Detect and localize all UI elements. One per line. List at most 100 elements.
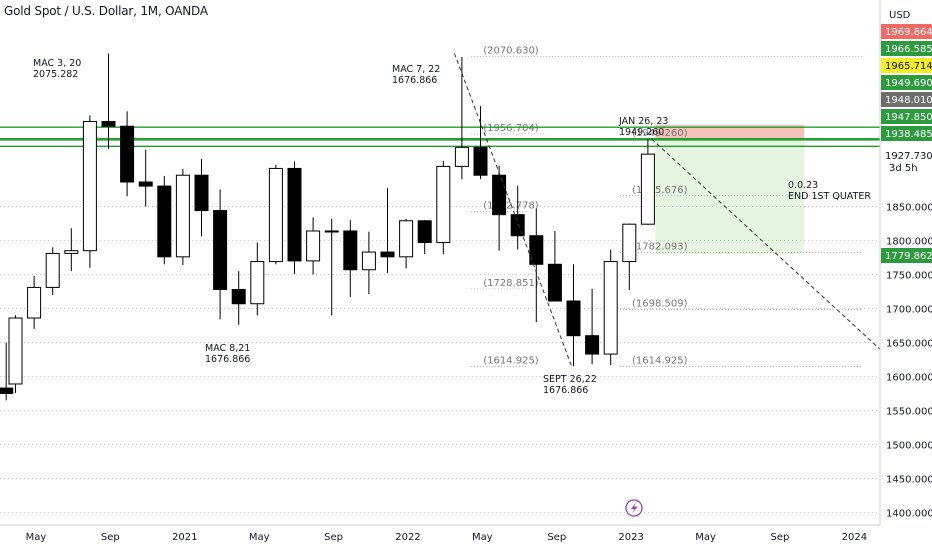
time-tick-label[interactable]: Sep (324, 532, 343, 543)
candle[interactable] (101, 121, 116, 127)
price-badge-label[interactable]: 1938.485 (885, 129, 932, 140)
price-tick-label[interactable]: 1650.000 (886, 339, 932, 350)
candle[interactable] (287, 167, 302, 262)
countdown-label[interactable]: 3d 5h (889, 163, 918, 174)
fib-level-label: (1949.260) (632, 128, 688, 139)
fib-level-label: (1956.704) (483, 123, 539, 134)
candle[interactable] (306, 230, 321, 262)
candle[interactable] (380, 251, 395, 258)
price-badge (881, 92, 932, 107)
candle[interactable] (0, 387, 14, 394)
candle[interactable] (510, 214, 525, 237)
candle[interactable] (640, 153, 655, 225)
candles[interactable] (0, 53, 655, 401)
price-badge-label[interactable]: 1947.850 (885, 112, 932, 123)
annotation-line1: 0.0.23 (788, 180, 818, 191)
price-axis[interactable]: USD 1400.000 1450.000 1500.000 1550.000 1600.… (879, 0, 932, 550)
price-tick-label[interactable]: 1750.000 (886, 271, 932, 282)
price-tick-label[interactable]: 1600.000 (886, 373, 932, 384)
fib-level-label: (1728.851) (483, 278, 539, 289)
price-badge (881, 148, 932, 163)
candle[interactable] (213, 210, 228, 290)
candle[interactable] (529, 235, 544, 265)
time-tick-label[interactable]: 2023 (618, 532, 643, 543)
fib-level-label: (1865.676) (632, 185, 688, 196)
price-badge-label[interactable]: 1949.690 (885, 78, 932, 89)
time-tick-label[interactable]: May (249, 532, 270, 543)
time-tick-label[interactable]: Sep (547, 532, 566, 543)
candle[interactable] (361, 251, 376, 271)
time-tick-label[interactable]: 2022 (395, 532, 420, 543)
price-badge-label[interactable]: 1969.864 (885, 27, 932, 38)
candle[interactable] (473, 146, 488, 176)
candle[interactable] (324, 230, 339, 233)
candle[interactable] (417, 220, 432, 244)
time-tick-label[interactable]: May (472, 532, 493, 543)
take-profit-zone (655, 139, 805, 255)
candle[interactable] (454, 146, 469, 167)
time-tick-label[interactable]: 2024 (842, 532, 867, 543)
candle[interactable] (27, 286, 42, 319)
candle[interactable] (138, 181, 153, 187)
candle[interactable] (120, 125, 135, 183)
fib-level-label: (1782.093) (632, 242, 688, 253)
price-tick-label[interactable]: 1400.000 (886, 509, 932, 520)
price-tick-label[interactable]: 1500.000 (886, 441, 932, 452)
annotation-line1: JAN 26, 23 (618, 116, 668, 127)
price-tick-label[interactable]: 1800.000 (886, 237, 932, 248)
time-tick-label[interactable]: Sep (101, 532, 120, 543)
time-tick-label[interactable]: Sep (771, 532, 790, 543)
price-badge-label[interactable]: 1927.730 (885, 151, 932, 162)
candle[interactable] (268, 167, 283, 263)
candle[interactable] (231, 288, 246, 305)
candle[interactable] (585, 335, 600, 355)
price-badge (881, 75, 932, 90)
time-tick-label[interactable]: 2021 (172, 532, 197, 543)
candle[interactable] (250, 261, 265, 305)
fib-level-label: (1842.778) (483, 200, 539, 211)
price-badge (881, 58, 932, 73)
price-axis-bg (880, 0, 932, 550)
candle[interactable] (492, 174, 507, 216)
candle[interactable] (566, 300, 581, 337)
candle[interactable] (343, 230, 358, 271)
candle[interactable] (175, 174, 190, 258)
price-badge-label[interactable]: 1779.862 (885, 251, 932, 262)
candle[interactable] (547, 263, 562, 302)
candle[interactable] (64, 250, 79, 254)
candle[interactable] (45, 252, 60, 288)
candle[interactable] (603, 261, 618, 355)
annotation-line1: SEPT 26,22 (543, 374, 597, 385)
price-tick-label[interactable]: 1550.000 (886, 407, 932, 418)
price-tick-label[interactable]: 1700.000 (886, 305, 932, 316)
time-tick-label[interactable]: May (26, 532, 47, 543)
support-resistance-lines[interactable] (0, 126, 880, 148)
candle[interactable] (622, 223, 637, 263)
fib-level-label: (2070.630) (483, 45, 539, 56)
candle[interactable] (194, 174, 209, 212)
position-zones (655, 124, 805, 255)
annotation-line2: END 1ST QUATER (788, 191, 871, 202)
price-badge-label[interactable]: 1948.010 (885, 95, 932, 106)
price-badge-label[interactable]: 1966.585 (885, 44, 932, 55)
candle[interactable] (82, 121, 97, 252)
currency-label[interactable]: USD (889, 10, 911, 21)
price-badge (881, 41, 932, 56)
annotation-line2: 2075.282 (33, 69, 78, 80)
price-badge-label[interactable]: 1965.714 (885, 61, 932, 72)
price-tick-label[interactable]: 1450.000 (886, 475, 932, 486)
annotation-line2: 1676.866 (392, 75, 437, 86)
candle[interactable] (399, 220, 414, 258)
trend-lines[interactable] (453, 53, 883, 367)
time-axis[interactable]: May Sep 2021 May Sep 2022 May Sep 2023 May Sep 2024 (0, 524, 880, 543)
candle[interactable] (8, 317, 23, 385)
candle[interactable] (157, 185, 172, 258)
time-tick-label[interactable]: May (695, 532, 716, 543)
candle[interactable] (436, 165, 451, 244)
lightning-icon[interactable] (625, 499, 643, 517)
logo-bolt (631, 502, 638, 514)
fib-level-label: (1614.925) (483, 355, 539, 366)
price-tick-label[interactable]: 1850.000 (886, 203, 932, 214)
